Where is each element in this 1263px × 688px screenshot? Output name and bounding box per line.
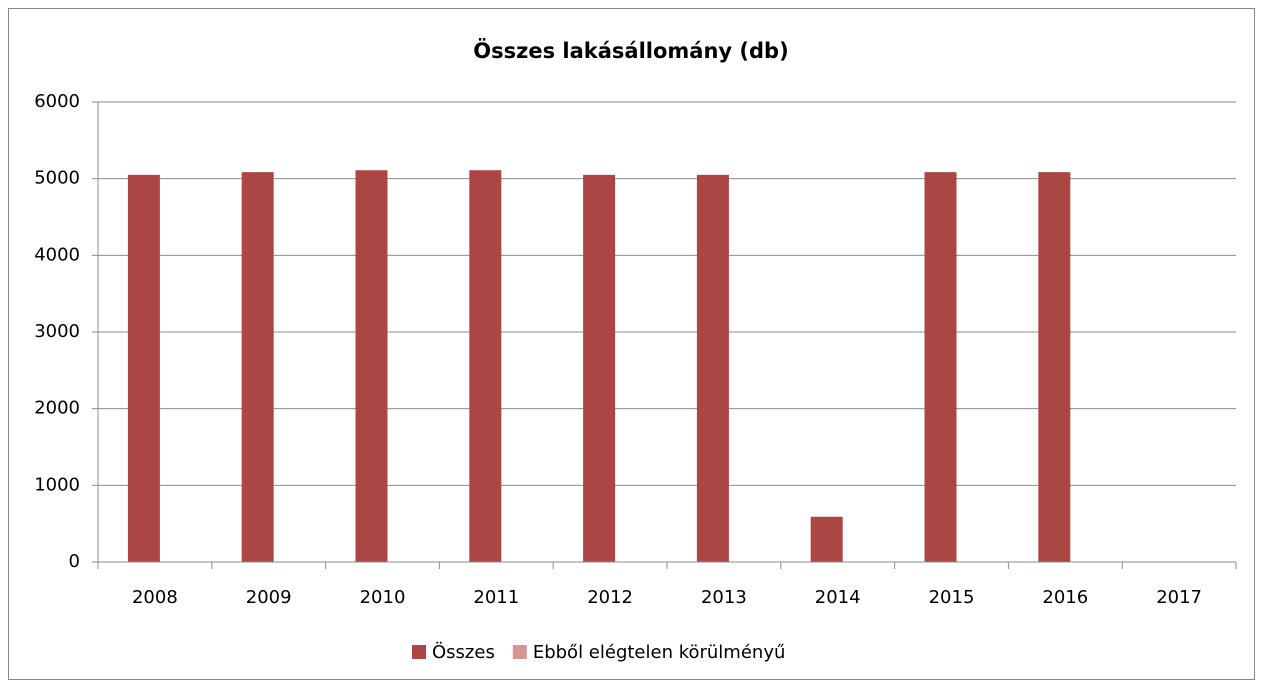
legend-label: Ebből elégtelen körülményű (533, 642, 786, 663)
x-tick-label: 2017 (1156, 587, 1202, 608)
bar (696, 174, 729, 563)
x-tick-label: 2010 (360, 587, 406, 608)
y-tick-label: 3000 (34, 321, 80, 342)
legend-label: Összes (432, 641, 495, 663)
x-tick-label: 2016 (1042, 587, 1088, 608)
x-tick-label: 2008 (132, 587, 178, 608)
bar (241, 172, 274, 562)
legend-swatch (512, 645, 527, 659)
x-tick-label: 2014 (815, 587, 861, 608)
y-tick-label: 0 (69, 551, 80, 572)
bar (469, 170, 502, 562)
y-tick-label: 5000 (34, 168, 80, 189)
y-tick-label: 4000 (34, 244, 80, 265)
bar (810, 516, 843, 562)
bar (355, 170, 388, 562)
x-tick-label: 2012 (587, 587, 633, 608)
x-tick-label: 2009 (246, 587, 292, 608)
x-tick-label: 2015 (929, 587, 975, 608)
legend-swatch (412, 645, 426, 659)
y-tick-label: 1000 (34, 474, 80, 495)
bar (1038, 172, 1071, 562)
y-tick-label: 6000 (34, 91, 80, 112)
bar (127, 174, 160, 563)
y-tick-label: 2000 (34, 398, 80, 419)
bar (924, 172, 957, 562)
chart-title: Összes lakásállomány (db) (473, 38, 788, 63)
x-tick-label: 2013 (701, 587, 747, 608)
x-tick-label: 2011 (473, 587, 519, 608)
bar (583, 174, 616, 563)
